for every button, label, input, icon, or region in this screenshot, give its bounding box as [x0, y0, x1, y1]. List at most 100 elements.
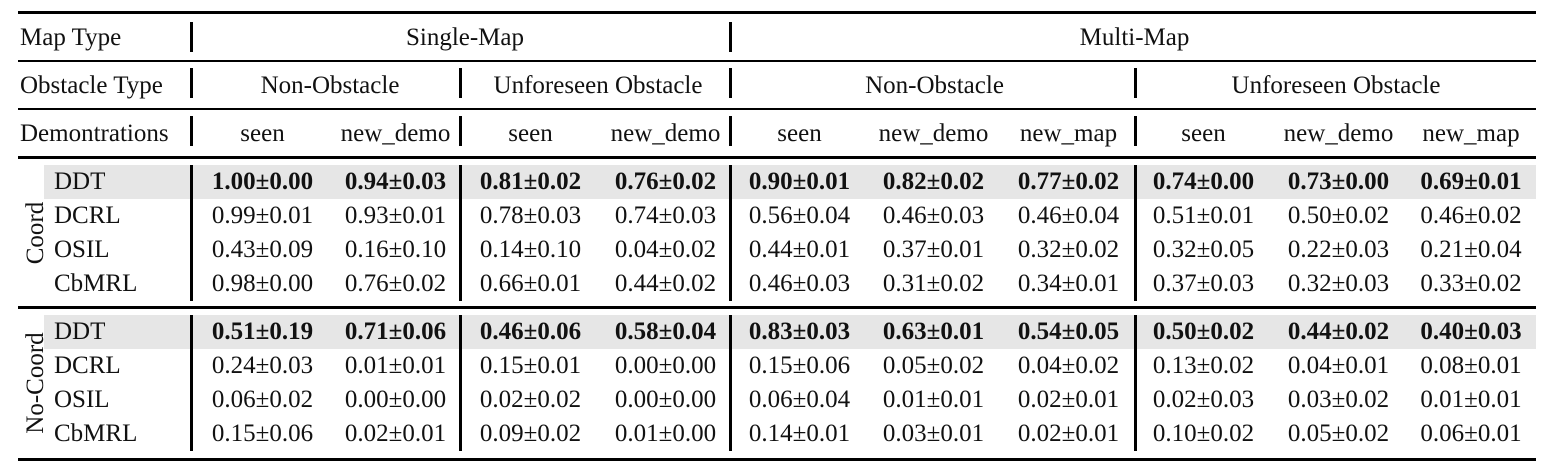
method-name: CbMRL: [54, 270, 138, 297]
result-cell: 0.00±0.00: [614, 352, 717, 379]
result-cell: 0.05±0.02: [1287, 420, 1390, 447]
result-cell: 0.21±0.04: [1420, 236, 1522, 263]
result-cell: 0.34±0.01: [1017, 270, 1120, 297]
column-separator: [729, 68, 732, 98]
result-cell: 0.78±0.03: [479, 202, 582, 229]
result-cell: 0.04±0.02: [1017, 352, 1120, 379]
result-cell: 0.01±0.00: [614, 420, 717, 447]
result-cell: 0.00±0.00: [614, 386, 717, 413]
map-type-label: Map Type: [20, 24, 122, 51]
result-cell: 0.73±0.00: [1287, 168, 1390, 195]
column-separator: [1134, 315, 1137, 451]
result-cell: 0.03±0.01: [882, 420, 985, 447]
demonstration-header: seen: [777, 120, 822, 147]
rule-after-obstacle-type: [18, 108, 1536, 110]
column-separator: [1134, 165, 1137, 301]
result-cell: 0.83±0.03: [748, 318, 851, 345]
result-cell: 0.37±0.03: [1152, 270, 1255, 297]
result-cell: 0.06±0.01: [1420, 420, 1522, 447]
result-cell: 0.02±0.01: [344, 420, 447, 447]
demonstration-header: new_demo: [340, 120, 451, 147]
result-cell: 0.37±0.01: [882, 236, 985, 263]
obstacle-type-header: Unforeseen Obstacle: [1231, 72, 1441, 99]
method-name: DDT: [54, 318, 106, 345]
result-cell: 0.74±0.03: [614, 202, 717, 229]
demonstration-header: new_demo: [1283, 120, 1394, 147]
method-name: DCRL: [54, 202, 121, 229]
method-name: DDT: [54, 168, 106, 195]
obstacle-type-header: Unforeseen Obstacle: [493, 72, 703, 99]
demonstration-header: new_map: [1422, 120, 1520, 147]
result-cell: 0.40±0.03: [1420, 318, 1522, 345]
result-cell: 0.44±0.02: [1287, 318, 1390, 345]
highlight-nocoord-ddt: [44, 315, 1536, 349]
method-name: DCRL: [54, 352, 121, 379]
result-cell: 0.58±0.04: [614, 318, 717, 345]
result-cell: 0.81±0.02: [479, 168, 582, 195]
result-cell: 0.02±0.03: [1152, 386, 1255, 413]
result-cell: 0.76±0.02: [344, 270, 447, 297]
column-separator: [190, 116, 193, 146]
result-cell: 0.90±0.01: [748, 168, 851, 195]
result-cell: 0.15±0.01: [479, 352, 582, 379]
result-cell: 0.43±0.09: [211, 236, 314, 263]
result-cell: 0.01±0.01: [1420, 386, 1522, 413]
demonstration-header: new_demo: [878, 120, 989, 147]
bottom-rule: [18, 458, 1536, 461]
result-cell: 0.99±0.01: [211, 202, 314, 229]
result-cell: 0.93±0.01: [344, 202, 447, 229]
demonstration-header: seen: [1181, 120, 1226, 147]
result-cell: 0.98±0.00: [211, 270, 314, 297]
method-name: CbMRL: [54, 420, 138, 447]
result-cell: 0.46±0.04: [1017, 202, 1120, 229]
group-label-coord: Coord: [22, 201, 49, 265]
result-cell: 0.06±0.02: [211, 386, 314, 413]
demonstration-header: seen: [240, 120, 285, 147]
highlight-coord-ddt: [44, 165, 1536, 199]
result-cell: 0.00±0.00: [344, 386, 447, 413]
result-cell: 0.14±0.01: [748, 420, 851, 447]
result-cell: 0.71±0.06: [344, 318, 447, 345]
result-cell: 0.46±0.03: [748, 270, 851, 297]
column-separator: [459, 315, 462, 451]
result-cell: 0.32±0.02: [1017, 236, 1120, 263]
group-label-no-coord: No-Coord: [22, 332, 49, 434]
column-separator: [729, 22, 732, 52]
result-cell: 0.33±0.02: [1420, 270, 1522, 297]
column-separator: [190, 22, 193, 52]
result-cell: 0.46±0.03: [882, 202, 985, 229]
column-separator: [1134, 68, 1137, 98]
result-cell: 0.24±0.03: [211, 352, 314, 379]
column-separator: [459, 68, 462, 98]
result-cell: 0.77±0.02: [1017, 168, 1120, 195]
result-cell: 0.10±0.02: [1152, 420, 1255, 447]
column-separator: [729, 165, 732, 301]
result-cell: 0.44±0.02: [614, 270, 717, 297]
column-separator: [1134, 116, 1137, 146]
column-separator: [729, 116, 732, 146]
obstacle-type-header: Non-Obstacle: [260, 72, 400, 99]
result-cell: 0.01±0.01: [882, 386, 985, 413]
map-type-single: Single-Map: [405, 24, 525, 51]
demonstrations-label: Demontrations: [20, 120, 169, 147]
result-cell: 0.01±0.01: [344, 352, 447, 379]
result-cell: 0.15±0.06: [211, 420, 314, 447]
result-cell: 0.51±0.01: [1152, 202, 1255, 229]
result-cell: 0.02±0.01: [1017, 420, 1120, 447]
obstacle-type-label: Obstacle Type: [20, 72, 163, 99]
result-cell: 0.03±0.02: [1287, 386, 1390, 413]
result-cell: 0.44±0.01: [748, 236, 851, 263]
result-cell: 0.04±0.01: [1287, 352, 1390, 379]
rule-between-groups: [18, 306, 1536, 309]
result-cell: 1.00±0.00: [211, 168, 314, 195]
result-cell: 0.14±0.10: [479, 236, 582, 263]
result-cell: 0.82±0.02: [882, 168, 985, 195]
result-cell: 0.50±0.02: [1287, 202, 1390, 229]
result-cell: 0.09±0.02: [479, 420, 582, 447]
method-name: OSIL: [54, 236, 110, 263]
result-cell: 0.51±0.19: [211, 318, 314, 345]
obstacle-type-header: Non-Obstacle: [865, 72, 1004, 99]
result-cell: 0.69±0.01: [1420, 168, 1522, 195]
result-cell: 0.46±0.06: [479, 318, 582, 345]
method-name: OSIL: [54, 386, 110, 413]
